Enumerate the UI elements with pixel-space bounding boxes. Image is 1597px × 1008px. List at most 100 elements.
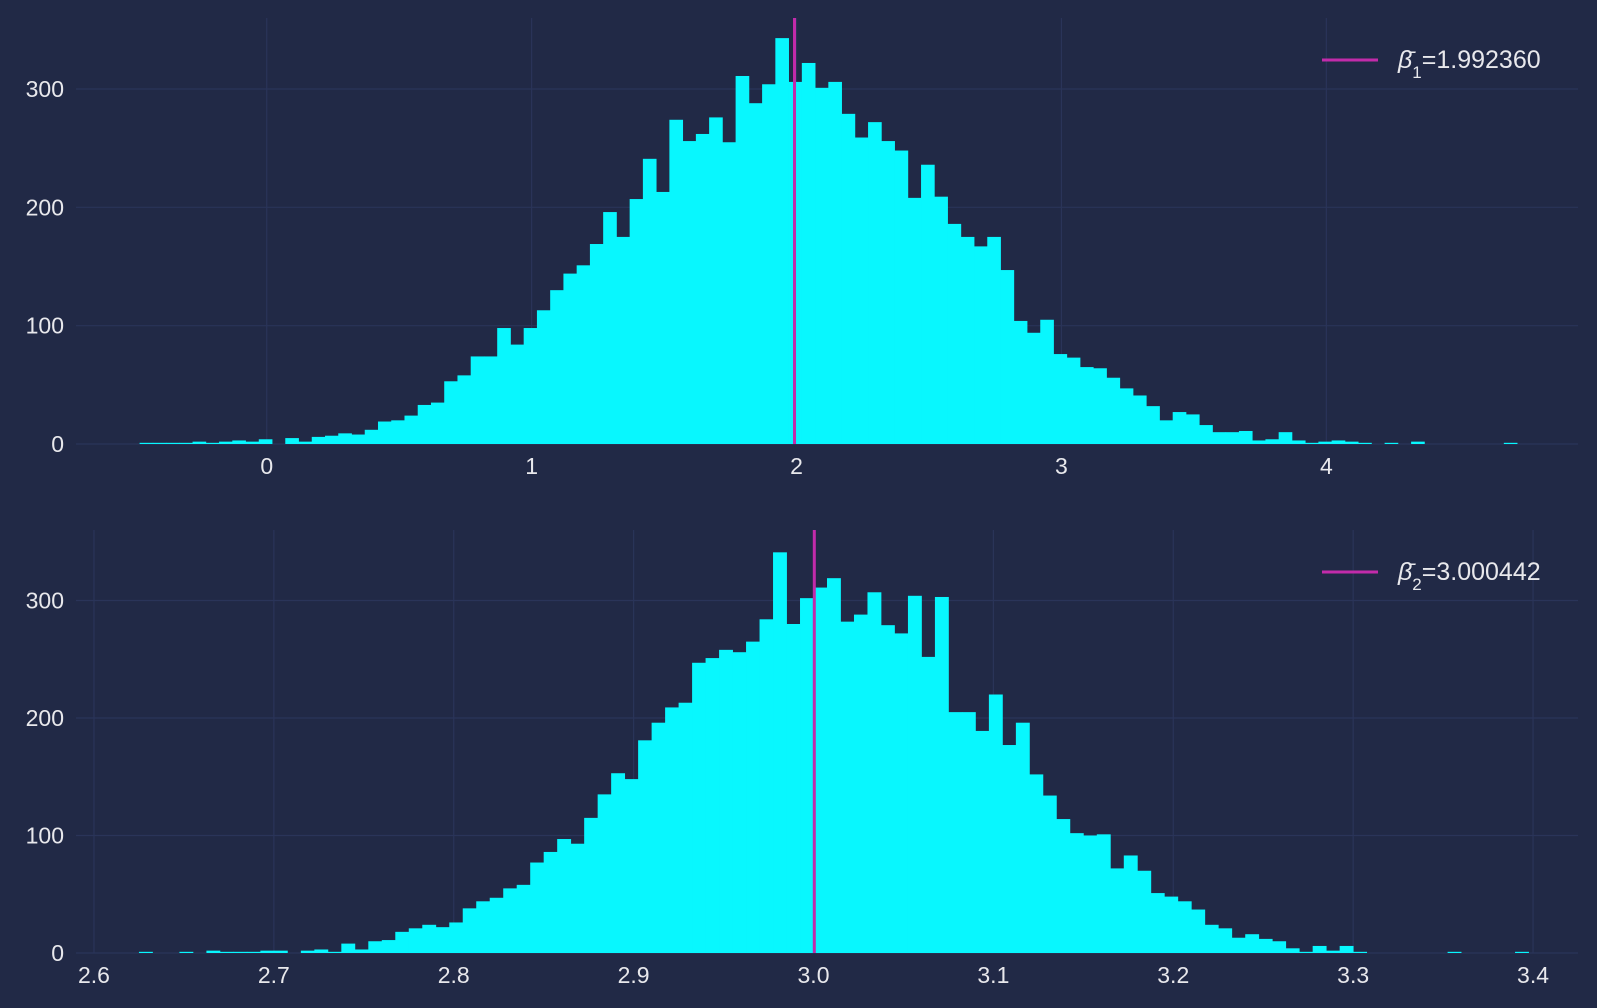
x-tick-label: 2.9 [618, 962, 650, 988]
histogram-bar [246, 951, 261, 953]
x-tick-label: 0 [260, 453, 273, 479]
histogram-bar [584, 817, 599, 953]
histogram-bar [692, 662, 706, 953]
histogram-bar [651, 722, 666, 953]
histogram-bar [510, 344, 525, 444]
histogram-bar [1503, 442, 1518, 444]
histogram-bar [489, 897, 504, 953]
histogram-bar [516, 884, 531, 953]
histogram-bar [1015, 722, 1030, 953]
histogram-bar [1199, 425, 1213, 444]
histogram-bar [1305, 442, 1319, 444]
histogram-bar [152, 442, 167, 444]
x-tick-label: 2 [790, 453, 803, 479]
histogram-bar [813, 587, 828, 953]
legend-value: =1.992360 [1422, 46, 1541, 74]
histogram-bar [800, 598, 814, 953]
histogram-bar [1040, 319, 1054, 444]
histogram-bar [678, 702, 693, 953]
histogram-bar [449, 922, 464, 953]
histogram-bar [934, 596, 949, 953]
histogram-bar [611, 773, 626, 953]
histogram-bar [1384, 442, 1399, 444]
histogram-bar [503, 888, 518, 953]
histogram-bar [1172, 412, 1187, 444]
histogram-bar [719, 649, 733, 953]
histogram-bar [853, 614, 868, 953]
histogram-bar [338, 433, 352, 444]
histogram-bar [1411, 441, 1425, 444]
histogram-bar [536, 310, 551, 444]
histogram-beta1-y-tick-labels: 0 100 200 300 [26, 76, 64, 457]
histogram-bar [960, 236, 975, 444]
histogram-bar [530, 862, 545, 953]
histogram-bar [1299, 951, 1314, 953]
histogram-bar [300, 950, 315, 953]
histogram-bar [354, 949, 369, 953]
histogram-beta2-x-tick-labels: 2.6 2.7 2.8 2.9 3.0 3.1 3.2 3.3 3.4 [78, 962, 1549, 988]
histogram-bar [1515, 951, 1529, 953]
histogram-bar [624, 779, 639, 953]
x-tick-label: 3 [1055, 453, 1068, 479]
histogram-bar [570, 843, 585, 953]
histogram-bar [732, 652, 747, 953]
histogram-bar [759, 619, 774, 953]
histogram-bar [840, 621, 855, 953]
histogram-bar [258, 439, 273, 444]
histogram-bar [948, 712, 963, 953]
histogram-bar [404, 415, 419, 444]
histogram-bar [603, 212, 617, 444]
histogram-bar [1326, 950, 1341, 953]
histogram-bar [260, 950, 275, 953]
histogram-bar [1000, 270, 1015, 444]
histogram-bar [1042, 795, 1057, 953]
histogram-bar [746, 641, 760, 953]
histogram-bar [1318, 441, 1333, 444]
histogram-bar [974, 246, 988, 444]
histogram-bar [1083, 835, 1098, 953]
histogram-bar [285, 438, 299, 444]
histogram-bar [233, 951, 248, 953]
x-tick-label: 2.8 [438, 962, 470, 988]
legend-beta-symbol: β̄ [1397, 46, 1416, 74]
histogram-bar [695, 133, 710, 444]
histogram-bar [377, 421, 392, 444]
histogram-bar [325, 435, 339, 444]
histogram-bar [1312, 945, 1327, 953]
y-tick-label: 300 [26, 588, 64, 614]
histogram-bar [1245, 934, 1260, 953]
histogram-bar [669, 119, 684, 445]
histogram-bar [557, 839, 572, 953]
histogram-bar [1285, 948, 1300, 953]
x-tick-label: 3.0 [798, 962, 830, 988]
histogram-bar [1119, 388, 1134, 444]
histogram-beta2-y-tick-labels: 0 100 200 300 [26, 588, 64, 967]
histogram-bar [206, 950, 221, 953]
histogram-bar [961, 712, 976, 953]
histogram-bar [907, 595, 922, 953]
histogram-bar [543, 851, 558, 953]
histogram-bar [921, 656, 936, 953]
histogram-bar [497, 328, 511, 444]
histogram-bar [327, 951, 342, 953]
histogram-bar [907, 197, 922, 444]
histogram-bar [629, 199, 644, 444]
histogram-bar [232, 440, 246, 444]
x-tick-label: 3.1 [977, 962, 1009, 988]
legend-label: β̄1=1.992360 [1397, 46, 1541, 82]
histogram-beta1-x-tick-labels: 0 1 2 3 4 [260, 453, 1333, 479]
histogram-bar [815, 87, 829, 445]
histogram-bar [841, 113, 856, 444]
histogram-bar [656, 191, 670, 444]
histogram-bar [642, 158, 657, 445]
y-tick-label: 0 [51, 431, 64, 457]
histogram-bar [709, 117, 723, 445]
histogram-bar [1093, 368, 1107, 444]
histogram-beta1-legend: β̄1=1.992360 [1322, 46, 1541, 82]
y-tick-label: 200 [26, 705, 64, 731]
histogram-bar [422, 924, 437, 953]
x-tick-label: 2.7 [258, 962, 290, 988]
histogram-bar [364, 429, 379, 444]
histogram-bar [205, 442, 220, 444]
